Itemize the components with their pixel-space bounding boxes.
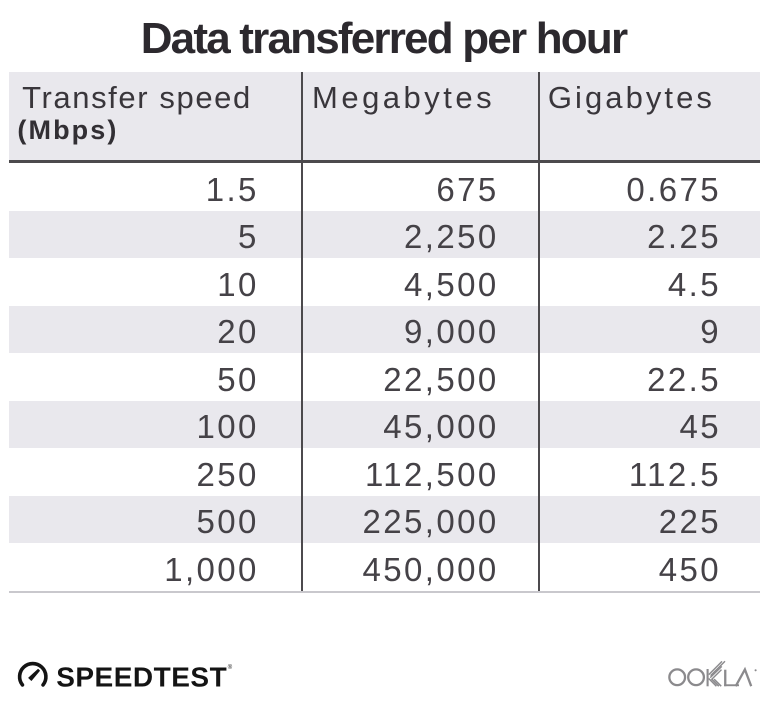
svg-text:SPEEDTEST: SPEEDTEST	[56, 661, 227, 692]
svg-text:®: ®	[228, 664, 233, 671]
